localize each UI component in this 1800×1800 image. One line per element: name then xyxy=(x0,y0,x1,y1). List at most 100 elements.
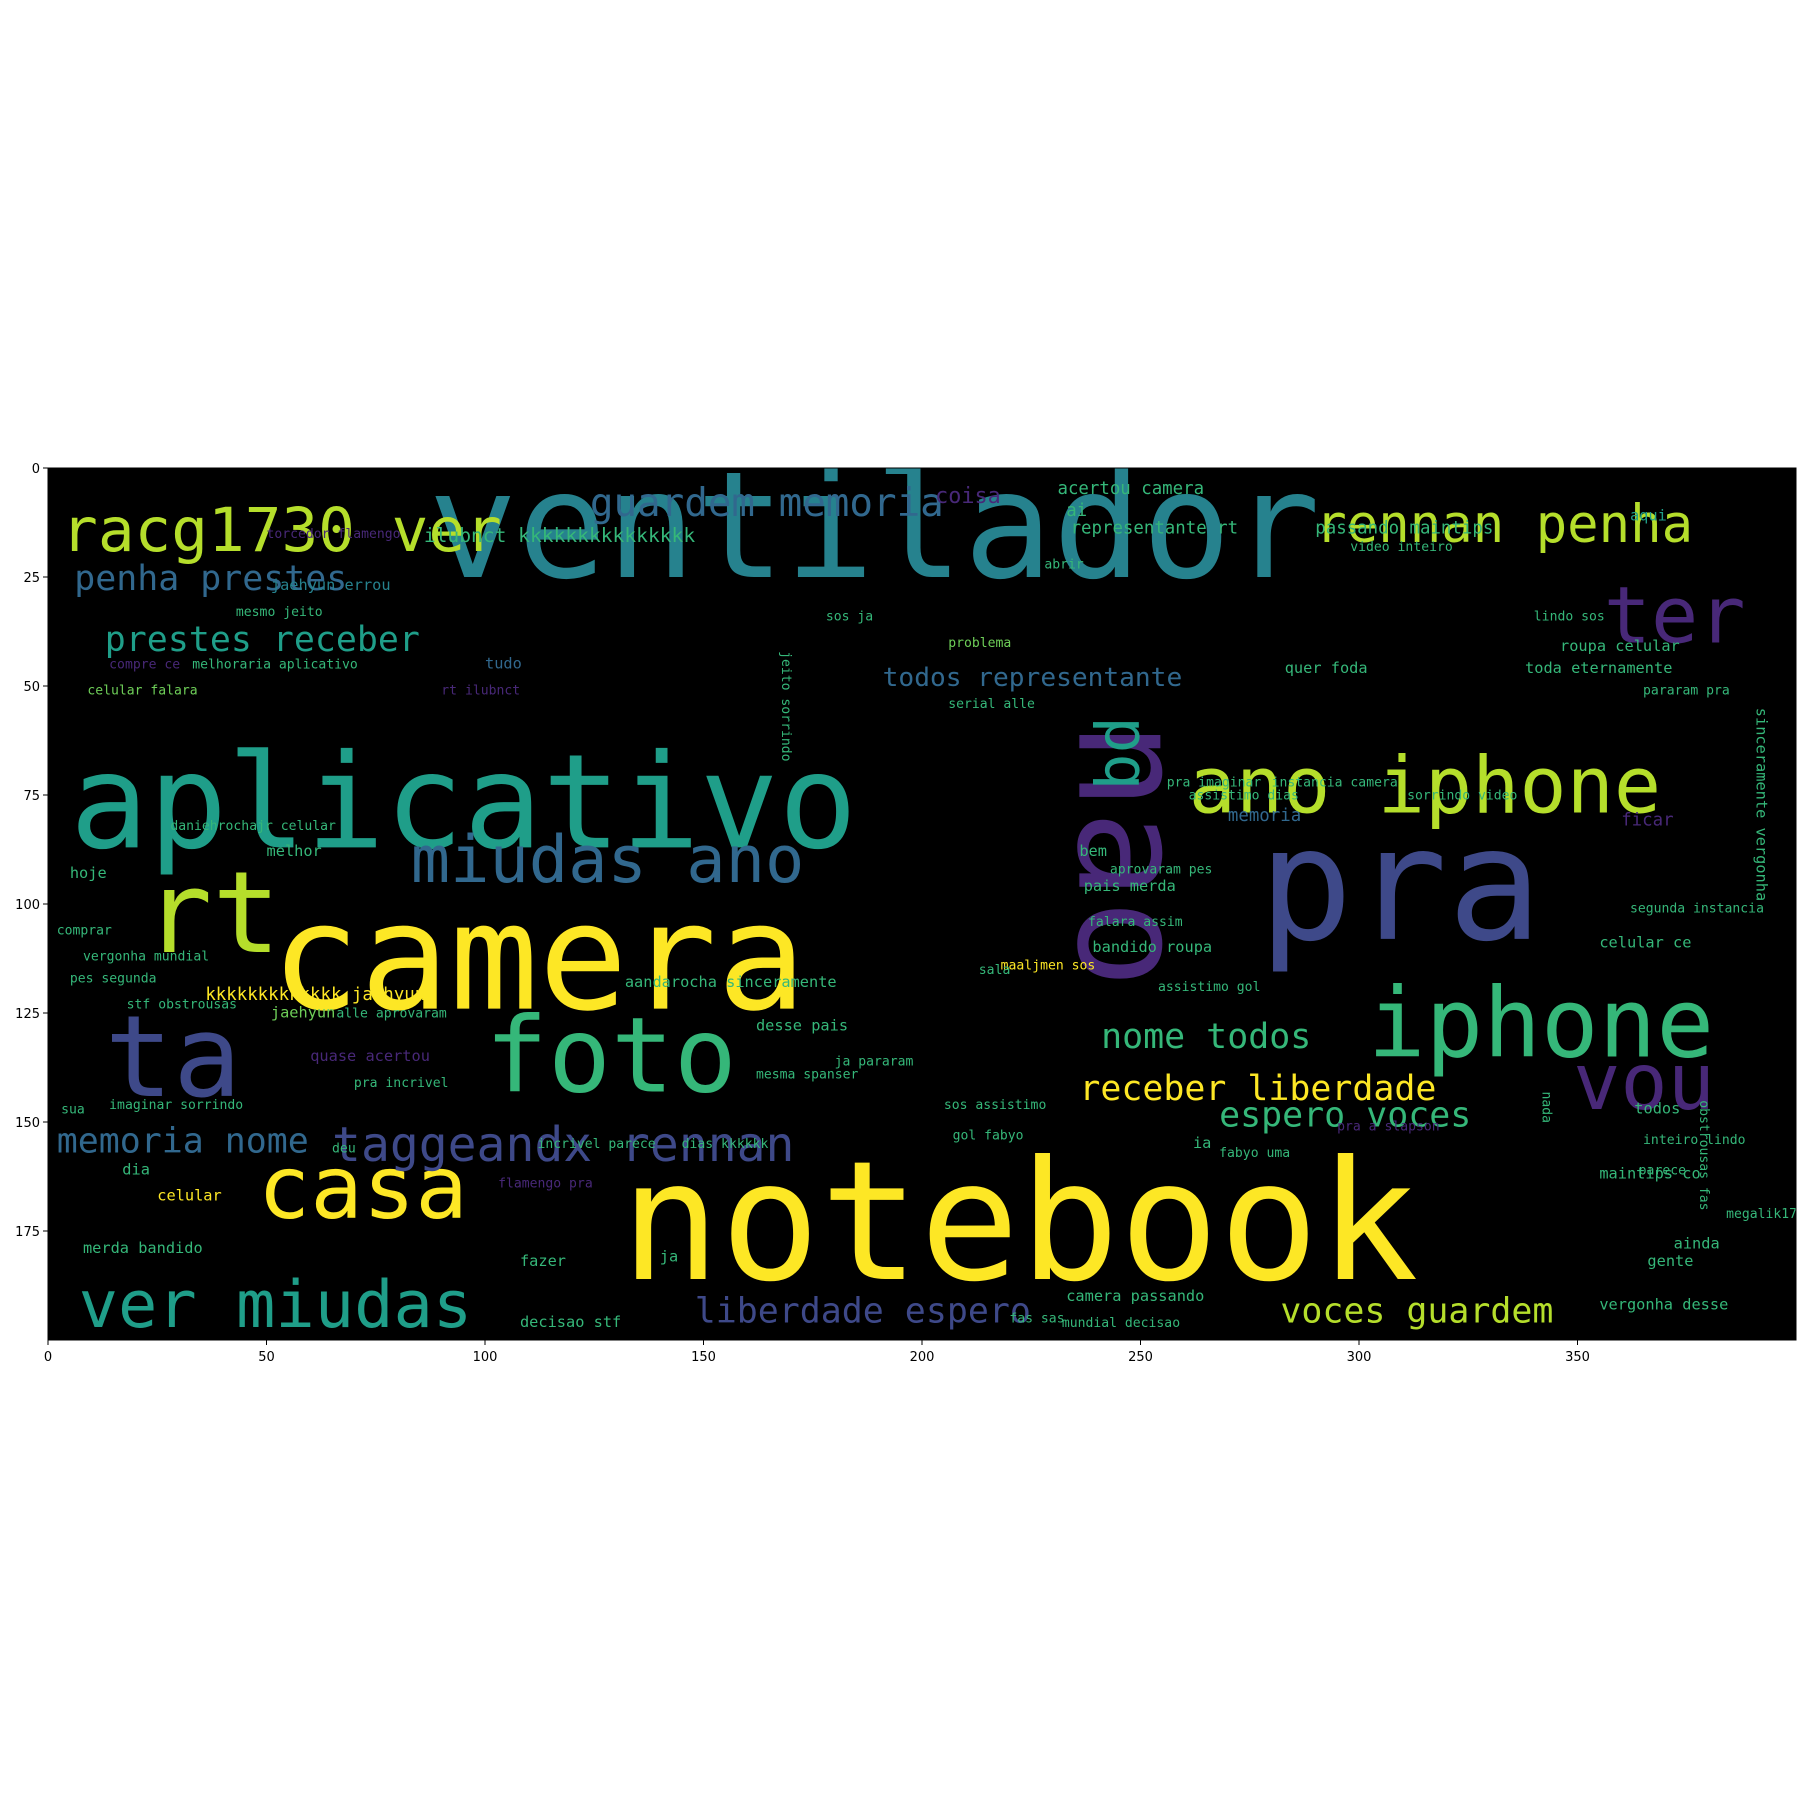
cloud-word: flamengo pra xyxy=(498,1176,593,1191)
y-tick-label: 50 xyxy=(23,680,40,695)
cloud-word: mesma spanser xyxy=(756,1067,859,1082)
y-tick-label: 100 xyxy=(15,898,40,913)
cloud-word: deu xyxy=(332,1142,356,1157)
cloud-word: casa xyxy=(258,1137,468,1239)
cloud-word: passando maintips xyxy=(1315,518,1493,538)
cloud-word: torcedor flamengo xyxy=(267,527,401,542)
cloud-word: espero voces xyxy=(1219,1095,1471,1135)
cloud-word: melhoraria aplicativo xyxy=(192,658,358,673)
cloud-word: merda bandido xyxy=(83,1239,203,1257)
cloud-word: pra imaginar xyxy=(1167,775,1262,790)
cloud-word: mundial decisao xyxy=(1062,1316,1180,1331)
cloud-word: representante rt xyxy=(1071,518,1239,538)
x-tick-label: 350 xyxy=(1565,1350,1590,1365)
cloud-word: jaehyun errou xyxy=(271,576,391,594)
cloud-word: vergonha mundial xyxy=(83,950,209,965)
cloud-word: ja xyxy=(660,1248,678,1266)
y-tick-label: 25 xyxy=(23,571,40,586)
cloud-word: lindo sos xyxy=(1534,610,1605,625)
y-tick-label: 125 xyxy=(15,1007,40,1022)
cloud-word: penha prestes xyxy=(74,559,347,599)
cloud-word: roupa celular xyxy=(1560,637,1680,655)
cloud-word: quer foda xyxy=(1285,659,1368,677)
cloud-word: daniehrochajr celular xyxy=(170,819,336,834)
cloud-word: instancia camera xyxy=(1272,775,1398,790)
cloud-word: memoria xyxy=(1228,806,1301,826)
cloud-word: sos assistimo xyxy=(944,1098,1046,1113)
cloud-word: ia xyxy=(1193,1134,1211,1152)
y-axis: 0 25 50 75 100 125 150 175 xyxy=(15,462,48,1240)
cloud-word: celular xyxy=(157,1186,221,1204)
cloud-word: foto xyxy=(485,994,737,1116)
cloud-word: memoria nome xyxy=(57,1122,309,1162)
cloud-word: ano iphone xyxy=(1189,739,1662,831)
cloud-word: sos ja xyxy=(826,610,873,625)
cloud-word: serial alle xyxy=(948,697,1035,712)
cloud-word: assistimo gol xyxy=(1158,980,1260,995)
cloud-word: vou xyxy=(1573,1036,1715,1128)
cloud-word: sua xyxy=(61,1102,85,1117)
cloud-word: fazer xyxy=(520,1252,566,1270)
x-tick-label: 300 xyxy=(1347,1350,1372,1365)
cloud-word: notebook xyxy=(620,1126,1418,1319)
x-tick-label: 0 xyxy=(44,1350,52,1365)
cloud-word: dias kkkkkk xyxy=(682,1137,769,1152)
cloud-word: kkkkkkkkkkkkk jaehyun xyxy=(205,985,425,1005)
cloud-word: camera passando xyxy=(1066,1287,1204,1305)
cloud-word: celular falara xyxy=(87,684,197,699)
cloud-word: jeito sorrindo xyxy=(778,651,793,761)
cloud-word: ventilador xyxy=(428,439,1320,612)
x-axis: 0 50 100 150 200 250 300 350 xyxy=(44,1340,1590,1365)
y-tick-label: 150 xyxy=(15,1116,40,1131)
cloud-word: todos representante xyxy=(883,663,1183,693)
cloud-word: stf obstrousas xyxy=(127,998,237,1013)
cloud-word: aandarocha sinceramente xyxy=(625,973,837,991)
cloud-word: aplicativo xyxy=(70,726,857,878)
cloud-word: problema xyxy=(948,636,1011,651)
cloud-word: iphone xyxy=(1368,968,1714,1080)
cloud-word: fas sas xyxy=(1009,1312,1064,1327)
cloud-word: imaginar sorrindo xyxy=(109,1098,243,1113)
cloud-word: segunda instancia xyxy=(1630,902,1764,917)
plot-background xyxy=(48,468,1796,1340)
cloud-word: pes segunda xyxy=(70,971,157,986)
cloud-word: nao xyxy=(1044,721,1217,989)
cloud-word: quase acertou xyxy=(310,1047,430,1065)
cloud-word: ja pararam xyxy=(835,1054,914,1069)
cloud-word: todos xyxy=(1634,1099,1680,1117)
y-tick-label: 175 xyxy=(15,1225,40,1240)
cloud-word: liberdade espero xyxy=(695,1292,1031,1332)
cloud-word: compre ce xyxy=(109,658,180,673)
cloud-word: coisa xyxy=(935,484,1001,509)
cloud-word: pais merda xyxy=(1084,877,1176,895)
cloud-word: receber liberdade xyxy=(1079,1069,1436,1109)
cloud-word: gol fabyo xyxy=(953,1128,1024,1143)
cloud-word: voces guardem xyxy=(1280,1292,1553,1332)
cloud-word: sinceramente vergonha xyxy=(1753,708,1771,901)
cloud-word: pq xyxy=(1091,717,1162,790)
cloud-word: sorrindo video xyxy=(1407,788,1517,803)
cloud-word: toda eternamente xyxy=(1525,659,1672,677)
cloud-word: racg1730 ver xyxy=(61,495,502,566)
cloud-word: ilubnct kkkkkkkkkkkkkkk xyxy=(424,524,696,547)
cloud-word: ai xyxy=(1066,501,1087,521)
cloud-word: bandido roupa xyxy=(1092,938,1212,956)
cloud-word: megalik17 fas xyxy=(1726,1207,1800,1222)
cloud-word: fabyo uma xyxy=(1219,1146,1290,1161)
x-tick-label: 200 xyxy=(910,1350,935,1365)
cloud-word: assistimo dias xyxy=(1189,788,1299,803)
cloud-word: bem xyxy=(1079,842,1107,860)
cloud-word: aqui xyxy=(1630,506,1667,524)
cloud-word: jaehyun xyxy=(271,1003,335,1021)
cloud-word: desse pais xyxy=(756,1016,848,1034)
cloud-word: gente xyxy=(1647,1252,1693,1270)
y-tick-label: 0 xyxy=(32,462,40,477)
cloud-word: nada xyxy=(1539,1091,1554,1123)
cloud-word: maaljmen sos xyxy=(1001,958,1096,973)
cloud-word: pra incrivel xyxy=(354,1076,449,1091)
cloud-word: abrir xyxy=(1044,557,1084,572)
cloud-word: acertou camera xyxy=(1057,479,1204,499)
cloud-word: camera xyxy=(271,871,806,1044)
cloud-word: ficar xyxy=(1621,811,1673,831)
cloud-word: rt xyxy=(144,847,281,979)
